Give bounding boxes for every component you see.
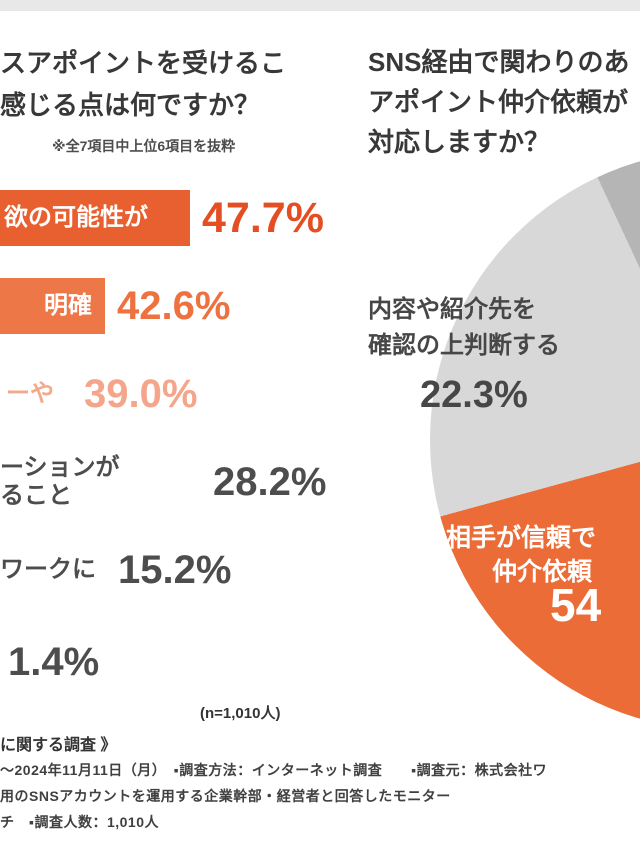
left-title-line-1: スアポイントを受けるこ [0,48,287,78]
bar-row: ーションが ること 28.2% [0,454,360,510]
right-title-line-3: 対応しますか？ [368,127,551,157]
pie-orange-segment-value: 54 [550,579,602,631]
survey-title: に関する調査 》 [0,737,117,754]
pie-gray-label-line-1: 内容や紹介先を [368,296,536,323]
survey-target-line: 用のSNSアカウントを運用する企業幹部・経営者と回答したモニター [0,788,451,804]
top-edge-strip [0,0,640,11]
bar-label: 明確 [44,292,92,319]
bar-value: 28.2% [213,460,327,504]
bar-row: ワークに 15.2% [0,542,360,598]
bar-chart-note: ※全7項目中上位6項目を抜粋 [52,138,236,154]
pie-gray-label-line-2: 確認の上判断する [368,332,560,359]
right-title-line-2: アポイント仲介依頼が [368,87,629,117]
sample-size-note: (n=1,010人) [200,705,281,722]
bar-value: 39.0% [84,372,198,416]
bar-label-line-1: ーションが [0,454,120,481]
bar-row: 1.4% [0,634,360,690]
bar-row: 欲の可能性が 47.7% [0,190,360,246]
bar-value: 15.2% [118,548,232,592]
survey-count-line: チ ▪調査人数：1,010人 [0,814,159,830]
bar-value: 47.7% [202,194,324,242]
pie-orange-label-line-1: 相手が信頼で [446,524,597,552]
bar-row: ーや 39.0% [0,366,360,422]
left-title-line-2: 感じる点は何ですか？ [0,90,261,120]
bar-label: ーションが ること [0,454,120,510]
right-question-title: SNS経由で関わりのあ アポイント仲介依頼が 対応しますか？ [368,42,629,162]
left-question-title: スアポイントを受けるこ 感じる点は何ですか？ [0,42,286,126]
bar-label: ワークに [0,556,96,583]
pie-gray-segment-value: 22.3% [420,374,528,416]
bar-value: 1.4% [8,640,100,684]
pie-orange-label-line-2: 仲介依頼 [492,558,593,586]
bar-segment [0,278,105,334]
bar-row: 明確 42.6% [0,278,360,334]
pie-chart [430,150,640,730]
survey-method-line: 〜2024年11月11日（月） ▪調査方法：インターネット調査 ▪調査元：株式会… [0,762,548,778]
right-title-line-1: SNS経由で関わりのあ [368,47,630,77]
bar-value: 42.6% [117,284,231,328]
bar-segment [0,190,190,246]
bar-label: ーや [6,380,54,407]
bar-label-line-2: ること [0,482,72,509]
pie-gray-segment-label: 内容や紹介先を 確認の上判断する [368,292,560,364]
bar-label: 欲の可能性が [4,204,148,231]
